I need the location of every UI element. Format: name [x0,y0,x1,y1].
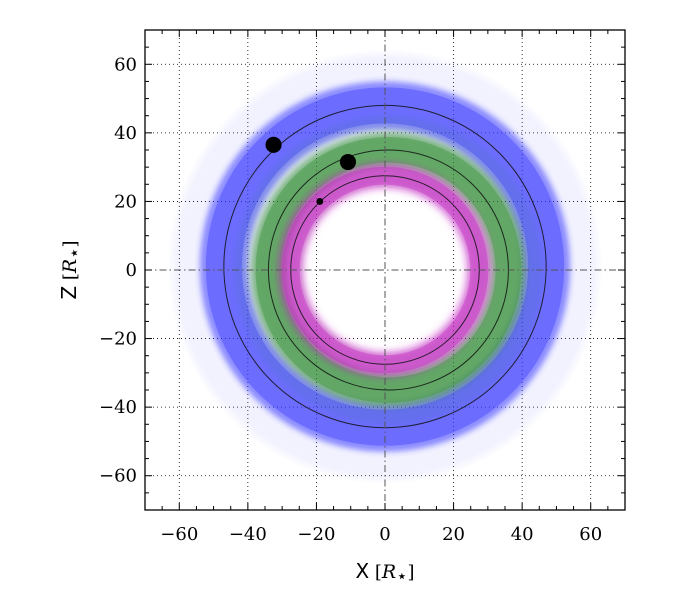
y-tick-label: 40 [114,123,137,144]
x-tick-label: −40 [229,524,267,545]
y-tick-label: −60 [99,466,137,487]
ticks [144,29,626,511]
planet-marker-2 [339,153,357,171]
x-tick-label: 0 [379,524,390,545]
y-tick-label: 20 [114,191,137,212]
x-tick-label: 40 [511,524,534,545]
tick-labels: −60 −40 −20 0 20 40 60 −60 −40 −20 0 20 40 60 [99,54,602,545]
y-tick-label: 60 [114,54,137,75]
x-tick-label: 60 [579,524,602,545]
y-tick-label: −40 [99,397,137,418]
y-tick-label: 0 [126,260,137,281]
x-tick-label: 20 [442,524,465,545]
planet-marker-3 [316,197,324,205]
x-tick-label: −20 [297,524,335,545]
x-axis-label: X [R⋆] [355,559,414,587]
y-axis-label: Z [R⋆] [57,240,85,299]
planet-marker-1 [265,136,282,153]
planets [265,136,357,205]
y-tick-label: −20 [99,329,137,350]
x-tick-label: −60 [160,524,198,545]
